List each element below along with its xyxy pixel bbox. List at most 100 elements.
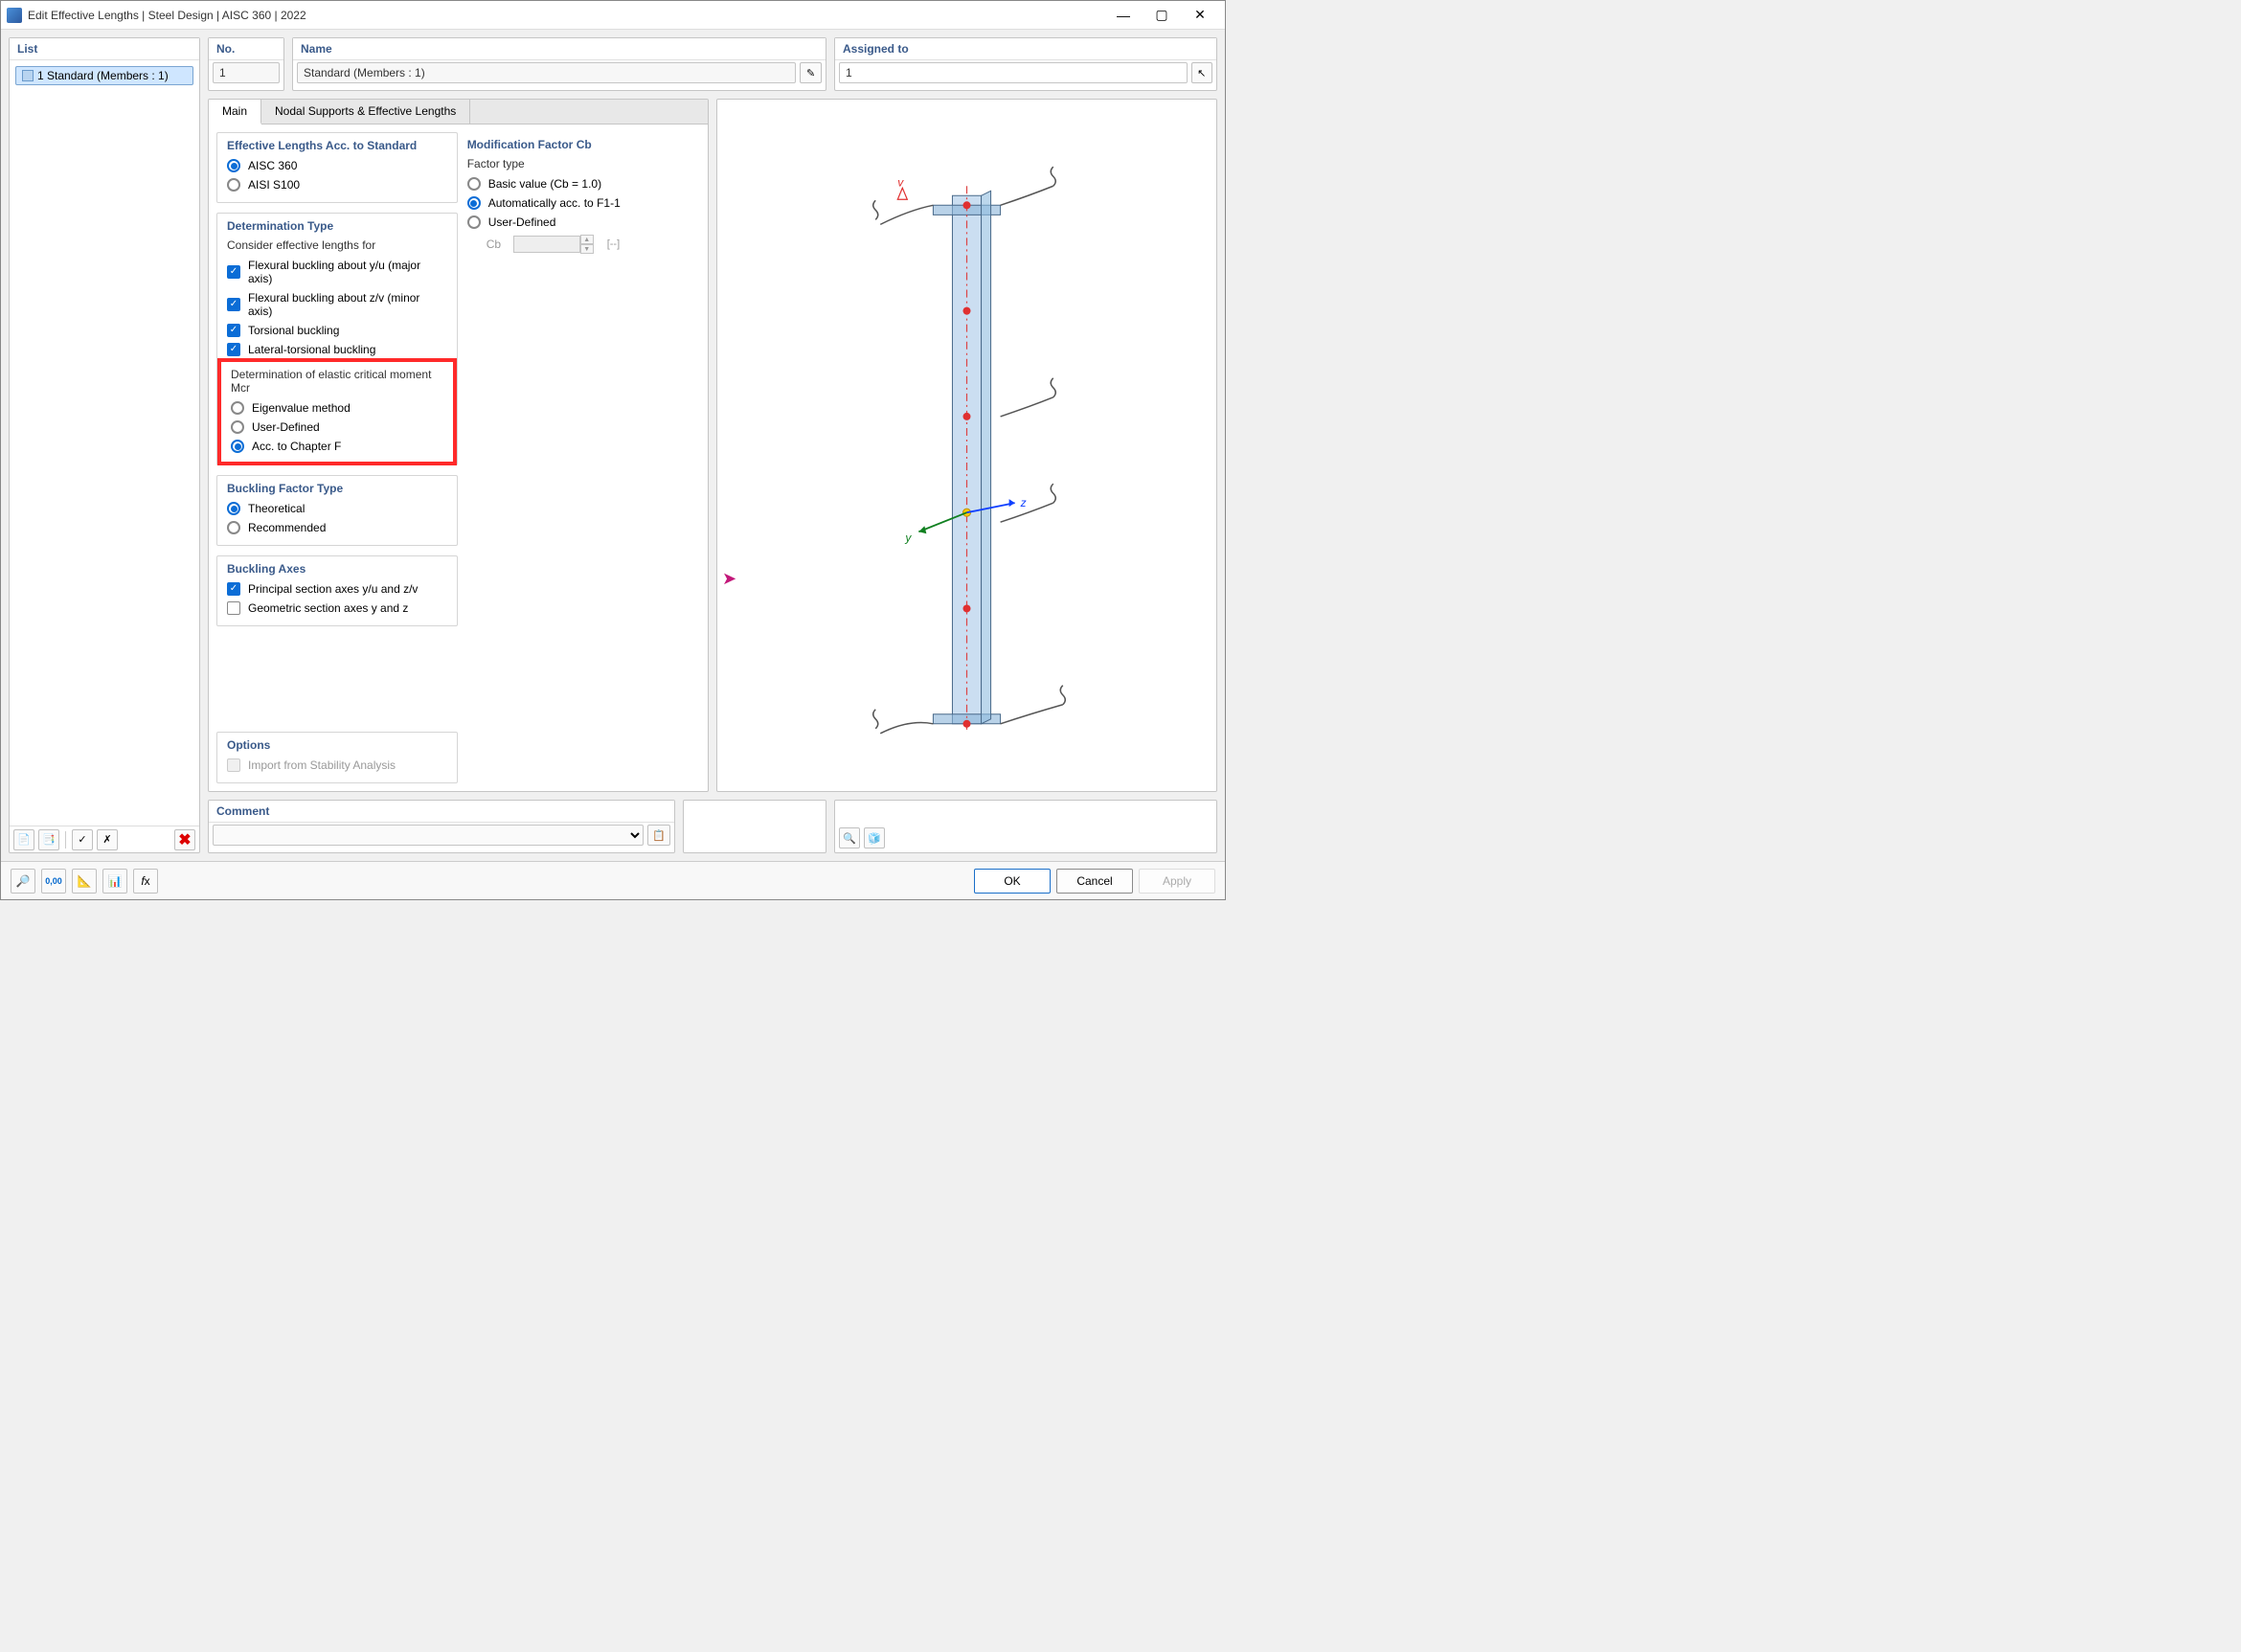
group-title: Effective Lengths Acc. to Standard bbox=[217, 133, 457, 156]
assigned-panel: Assigned to ↖ bbox=[834, 37, 1217, 91]
radio-icon bbox=[467, 215, 481, 229]
svg-text:v: v bbox=[897, 175, 904, 189]
spacer-panel bbox=[683, 800, 826, 853]
group-title: Buckling Axes bbox=[217, 556, 457, 579]
radio-icon bbox=[227, 521, 240, 534]
cb-spinner: ▲▼ bbox=[513, 235, 594, 254]
radio-basic-value[interactable]: Basic value (Cb = 1.0) bbox=[467, 174, 700, 193]
svg-text:y: y bbox=[904, 531, 912, 544]
left-column: List 1 Standard (Members : 1) 📄 📑 ✓ ✗ ✖ bbox=[9, 37, 200, 853]
minimize-button[interactable]: — bbox=[1104, 2, 1143, 29]
checkbox-icon bbox=[227, 265, 240, 279]
radio-icon bbox=[227, 502, 240, 515]
tool4-icon[interactable]: 📊 bbox=[102, 869, 127, 894]
radio-aisi-s100[interactable]: AISI S100 bbox=[217, 175, 457, 194]
group-title: Options bbox=[217, 733, 457, 756]
delete-icon[interactable]: ✖ bbox=[174, 829, 195, 850]
group-subtitle: Factor type bbox=[467, 155, 700, 174]
tab-nodal[interactable]: Nodal Supports & Effective Lengths bbox=[261, 100, 470, 124]
spin-down-icon: ▼ bbox=[580, 244, 594, 254]
radio-eigenvalue[interactable]: Eigenvalue method bbox=[227, 398, 447, 418]
name-input[interactable] bbox=[297, 62, 796, 83]
mcr-title: Determination of elastic critical moment… bbox=[227, 366, 447, 398]
cb-input-row: Cb ▲▼ [--] bbox=[467, 232, 700, 257]
radio-icon bbox=[227, 159, 240, 172]
radio-icon bbox=[231, 440, 244, 453]
maximize-button[interactable]: ▢ bbox=[1143, 2, 1181, 29]
radio-recommended[interactable]: Recommended bbox=[217, 518, 457, 537]
group-title: Determination Type bbox=[217, 214, 457, 237]
radio-theoretical[interactable]: Theoretical bbox=[217, 499, 457, 518]
ok-button[interactable]: OK bbox=[974, 869, 1051, 894]
cb-input bbox=[513, 236, 580, 253]
comment-library-icon[interactable]: 📋 bbox=[647, 825, 670, 846]
tab-main[interactable]: Main bbox=[209, 100, 261, 124]
view-tool-icon[interactable]: 🔍 bbox=[839, 827, 860, 849]
new-icon[interactable]: 📄 bbox=[13, 829, 34, 850]
radio-user-defined[interactable]: User-Defined bbox=[227, 418, 447, 437]
tool3-icon[interactable]: 📐 bbox=[72, 869, 97, 894]
no-input[interactable] bbox=[213, 62, 280, 83]
assigned-input[interactable] bbox=[839, 62, 1188, 83]
group-buckling-factor-type: Buckling Factor Type Theoretical Recomme… bbox=[216, 475, 458, 546]
tab-bar: Main Nodal Supports & Effective Lengths bbox=[209, 100, 708, 124]
tabs-container: Main Nodal Supports & Effective Lengths … bbox=[208, 99, 709, 792]
group-buckling-axes: Buckling Axes Principal section axes y/u… bbox=[216, 555, 458, 626]
group-subtitle: Consider effective lengths for bbox=[217, 237, 457, 256]
cb-unit: [--] bbox=[607, 238, 620, 250]
copy-icon[interactable]: 📑 bbox=[38, 829, 59, 850]
group-title: Buckling Factor Type bbox=[217, 476, 457, 499]
list-item-label: 1 Standard (Members : 1) bbox=[37, 69, 169, 82]
close-button[interactable]: ✕ bbox=[1181, 2, 1219, 29]
no-panel: No. bbox=[208, 37, 284, 91]
group-mcr-highlighted: Determination of elastic critical moment… bbox=[217, 358, 457, 465]
group-options: Options Import from Stability Analysis bbox=[216, 732, 458, 783]
checkbox-icon bbox=[227, 298, 240, 311]
pick-members-icon[interactable]: ↖ bbox=[1191, 62, 1212, 83]
uncheck-icon[interactable]: ✗ bbox=[97, 829, 118, 850]
checkbox-icon bbox=[227, 324, 240, 337]
top-fields-row: No. Name ✎ Assigned to ↖ bbox=[208, 37, 1217, 91]
radio-auto-f1-1[interactable]: Automatically acc. to F1-1 bbox=[467, 193, 700, 213]
radio-icon bbox=[231, 401, 244, 415]
form-column-right: Modification Factor Cb Factor type Basic… bbox=[467, 132, 700, 783]
list-item[interactable]: 1 Standard (Members : 1) bbox=[15, 66, 193, 85]
checkbox-icon bbox=[227, 582, 240, 596]
chk-geometric-axes[interactable]: Geometric section axes y and z bbox=[217, 599, 457, 618]
checkbox-icon bbox=[227, 601, 240, 615]
comment-input[interactable] bbox=[213, 825, 644, 846]
form-column-left: Effective Lengths Acc. to Standard AISC … bbox=[216, 132, 458, 783]
chk-ltb[interactable]: Lateral-torsional buckling bbox=[217, 340, 457, 359]
assigned-header: Assigned to bbox=[835, 38, 1216, 60]
radio-chapter-f[interactable]: Acc. to Chapter F bbox=[227, 437, 447, 456]
radio-cb-user-defined[interactable]: User-Defined bbox=[467, 213, 700, 232]
help-icon[interactable]: 🔎 bbox=[11, 869, 35, 894]
chk-flex-yu[interactable]: Flexural buckling about y/u (major axis) bbox=[217, 256, 457, 288]
cb-label: Cb bbox=[487, 238, 506, 251]
edit-name-icon[interactable]: ✎ bbox=[800, 62, 822, 83]
units-icon[interactable]: 0,00 bbox=[41, 869, 66, 894]
render-tool-icon[interactable]: 🧊 bbox=[864, 827, 885, 849]
chk-principal-axes[interactable]: Principal section axes y/u and z/v bbox=[217, 579, 457, 599]
radio-icon bbox=[227, 178, 240, 192]
middle-row: Main Nodal Supports & Effective Lengths … bbox=[208, 99, 1217, 792]
group-effective-lengths: Effective Lengths Acc. to Standard AISC … bbox=[216, 132, 458, 203]
name-header: Name bbox=[293, 38, 826, 60]
titlebar: Edit Effective Lengths | Steel Design | … bbox=[1, 1, 1225, 30]
list-header: List bbox=[10, 38, 199, 60]
preview-tools: 🔍 🧊 bbox=[834, 800, 1217, 853]
check-icon[interactable]: ✓ bbox=[72, 829, 93, 850]
group-determination-type: Determination Type Consider effective le… bbox=[216, 213, 458, 465]
comment-header: Comment bbox=[209, 801, 674, 823]
divider bbox=[65, 831, 66, 849]
chk-torsional[interactable]: Torsional buckling bbox=[217, 321, 457, 340]
dialog-body: List 1 Standard (Members : 1) 📄 📑 ✓ ✗ ✖ bbox=[1, 30, 1225, 861]
radio-aisc360[interactable]: AISC 360 bbox=[217, 156, 457, 175]
list-item-icon bbox=[22, 70, 34, 81]
name-panel: Name ✎ bbox=[292, 37, 826, 91]
spin-up-icon: ▲ bbox=[580, 235, 594, 244]
cancel-button[interactable]: Cancel bbox=[1056, 869, 1133, 894]
chk-flex-zv[interactable]: Flexural buckling about z/v (minor axis) bbox=[217, 288, 457, 321]
formula-icon[interactable]: fx bbox=[133, 869, 158, 894]
checkbox-icon bbox=[227, 343, 240, 356]
